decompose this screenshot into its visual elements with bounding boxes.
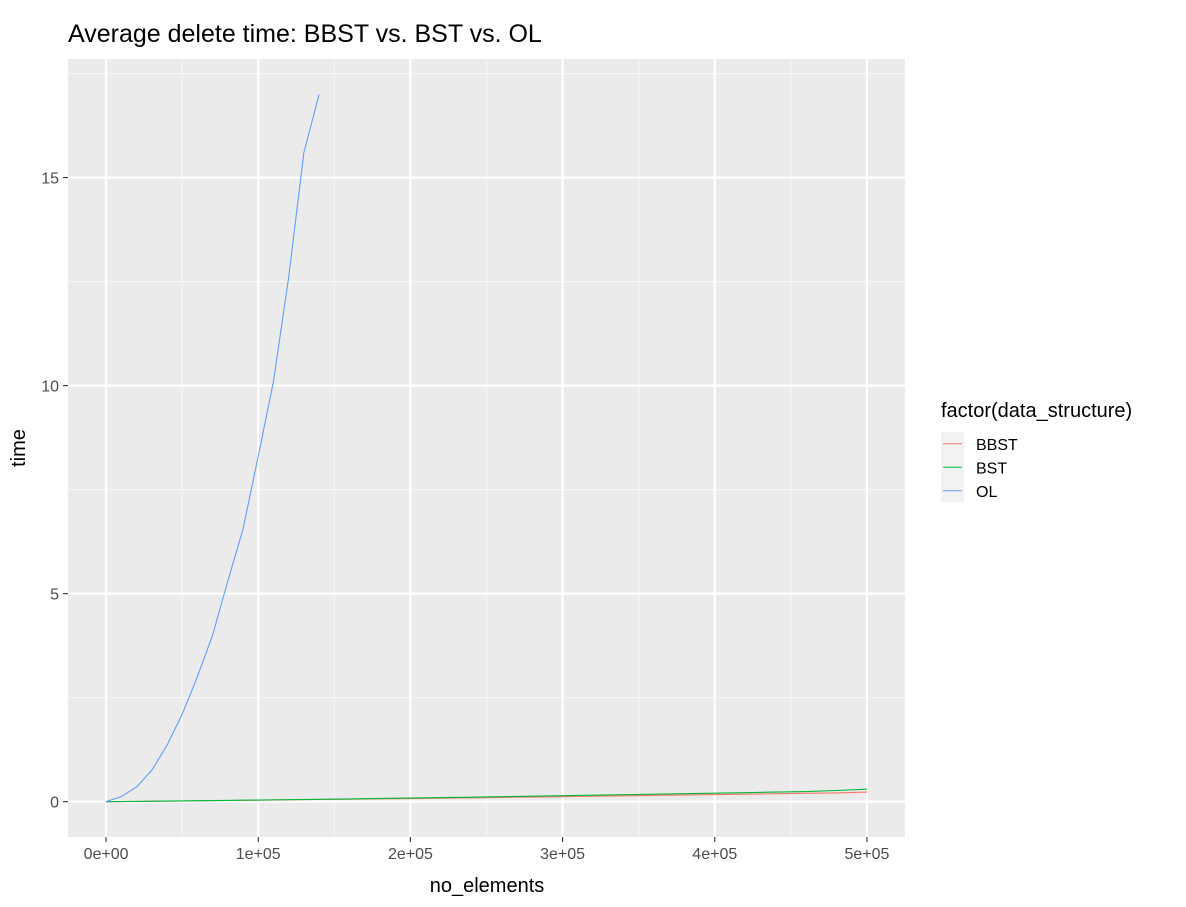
- y-tick-label: 15: [41, 171, 59, 188]
- x-tick-label: 1e+05: [236, 846, 281, 863]
- x-tick-label: 0e+00: [84, 846, 129, 863]
- legend-title: factor(data_structure): [941, 400, 1132, 422]
- chart-title: Average delete time: BBST vs. BST vs. OL: [68, 20, 542, 48]
- legend-label-bst: BST: [976, 460, 1007, 477]
- x-axis: 0e+00 1e+05 2e+05 3e+05 4e+05 5e+05: [84, 837, 890, 863]
- y-axis: 0 5 10 15: [41, 171, 68, 812]
- x-axis-title: no_elements: [430, 875, 545, 897]
- x-tick-label: 3e+05: [540, 846, 585, 863]
- y-tick-label: 0: [50, 795, 59, 812]
- x-tick-label: 2e+05: [388, 846, 433, 863]
- data-lines: [105, 94, 867, 803]
- legend-label-ol: OL: [976, 484, 997, 501]
- major-gridlines: [68, 59, 905, 837]
- legend-label-bbst: BBST: [976, 437, 1018, 454]
- y-tick-label: 10: [41, 379, 59, 396]
- y-axis-title: time: [8, 429, 30, 467]
- minor-gridlines: [68, 59, 905, 837]
- x-tick-label: 4e+05: [692, 846, 737, 863]
- y-tick-label: 5: [50, 587, 59, 604]
- series-line-ol: [105, 94, 320, 803]
- x-tick-label: 5e+05: [844, 846, 889, 863]
- series-line-bst: [106, 788, 867, 803]
- legend: factor(data_structure) BBST BST OL: [941, 400, 1132, 503]
